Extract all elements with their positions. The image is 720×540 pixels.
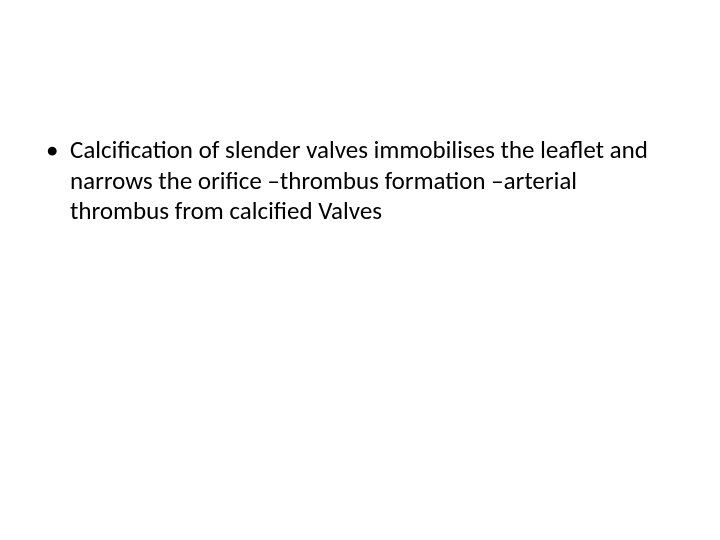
slide-body: Calcification of slender valves immobili… (40, 135, 660, 227)
slide: Calcification of slender valves immobili… (0, 0, 720, 540)
list-item: Calcification of slender valves immobili… (40, 135, 660, 227)
bullet-text: Calcification of slender valves immobili… (70, 134, 648, 226)
bullet-list: Calcification of slender valves immobili… (40, 135, 660, 227)
